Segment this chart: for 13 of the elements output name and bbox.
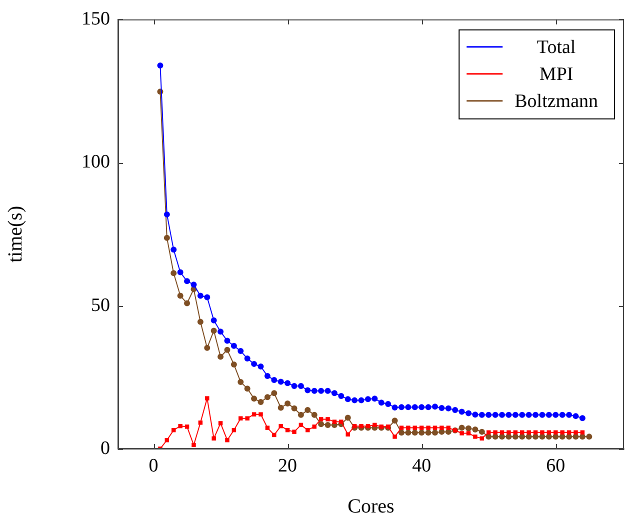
y-tick-label: 100 [82,152,110,173]
x-axis-title: Cores [348,495,395,518]
y-tick-label: 50 [91,294,110,316]
legend-label: MPI [539,64,574,85]
x-tick-label: 0 [148,455,158,476]
y-axis-title: time(s) [4,206,26,263]
y-tick-label: 0 [100,438,110,459]
x-tick-label: 60 [546,455,566,476]
x-tick-label: 20 [278,455,298,476]
legend-label: Boltzmann [514,90,598,112]
y-tick-label: 150 [82,8,110,30]
x-tick-label: 40 [412,455,432,476]
legend-label: Total [536,36,576,58]
